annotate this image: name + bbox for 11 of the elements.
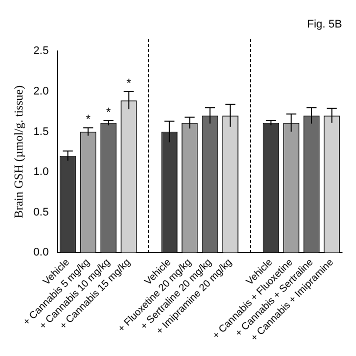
annotation: * [126,76,132,90]
y-tick-label: 2.5 [33,45,49,58]
y-tick-label: 2.0 [33,85,49,98]
y-tick-label: 1.0 [33,166,49,178]
chart-title: Fig. 5B [307,18,342,31]
y-tick-label: 0.0 [33,246,49,259]
y-tick-label: 1.5 [33,126,49,138]
y-axis-title: Brain GSH (µmol/g. tissue) [11,85,26,218]
annotation: * [86,112,91,126]
annotation: * [106,104,112,119]
y-tick-label: 0.5 [33,206,49,218]
